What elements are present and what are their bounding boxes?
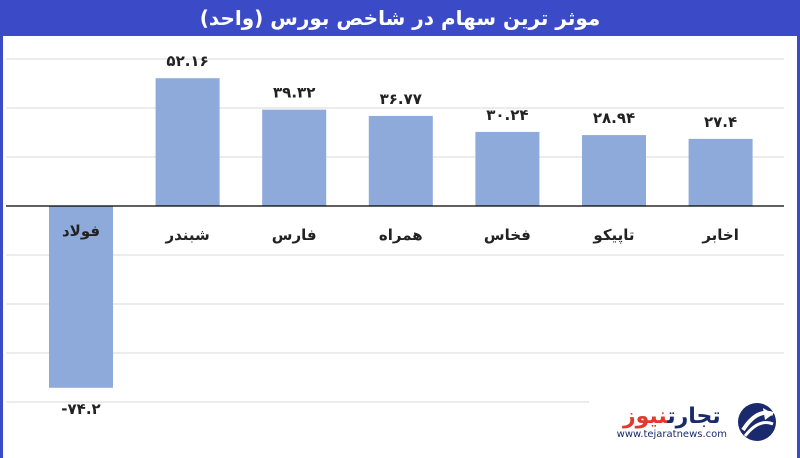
category-label: اخابر xyxy=(701,226,739,244)
bar xyxy=(475,131,540,206)
category-label: شبندر xyxy=(164,226,209,244)
data-label: ۲۸.۹۴ xyxy=(593,109,635,127)
category-label: فارس xyxy=(272,226,317,244)
data-label: ۳۹.۳۲ xyxy=(273,84,315,102)
globe-swoosh-icon xyxy=(738,403,776,441)
bar xyxy=(688,138,753,206)
logo-text: تجارتنیوز www.tejaratnews.com xyxy=(616,403,727,440)
logo-name: تجارتنیوز xyxy=(622,403,721,429)
category-label: فولاد xyxy=(62,222,100,240)
data-label: ۳۶.۷۷ xyxy=(380,90,422,108)
logo-name-part1: تجارت xyxy=(667,403,721,429)
logo-name-part2: نیوز xyxy=(622,403,668,429)
bar xyxy=(368,115,433,206)
logo-url: www.tejaratnews.com xyxy=(616,428,727,440)
bar xyxy=(262,109,327,206)
chart-title: موثر ترین سهام در شاخص بورس (واحد) xyxy=(199,6,601,30)
bar xyxy=(155,78,220,206)
category-label: تاپیکو xyxy=(592,226,634,245)
bar xyxy=(49,206,113,388)
tejaratnews-logo: تجارتنیوز www.tejaratnews.com xyxy=(589,394,785,450)
bar xyxy=(582,135,646,206)
bar-chart: -۷۴.۲ فولاد ۵۲.۱۶ شبندر ۳۹.۳۲ فارس ۳۶.۷۷ همراه ۳… xyxy=(6,52,784,418)
data-label: -۷۴.۲ xyxy=(61,400,100,418)
data-label: ۲۷.۴ xyxy=(704,113,737,131)
data-label: ۳۰.۲۴ xyxy=(486,106,528,124)
category-label: همراه xyxy=(379,226,423,244)
category-label: فخاس xyxy=(484,226,531,244)
title-bar: موثر ترین سهام در شاخص بورس (واحد) xyxy=(3,0,797,36)
data-label: ۵۲.۱۶ xyxy=(166,52,208,70)
